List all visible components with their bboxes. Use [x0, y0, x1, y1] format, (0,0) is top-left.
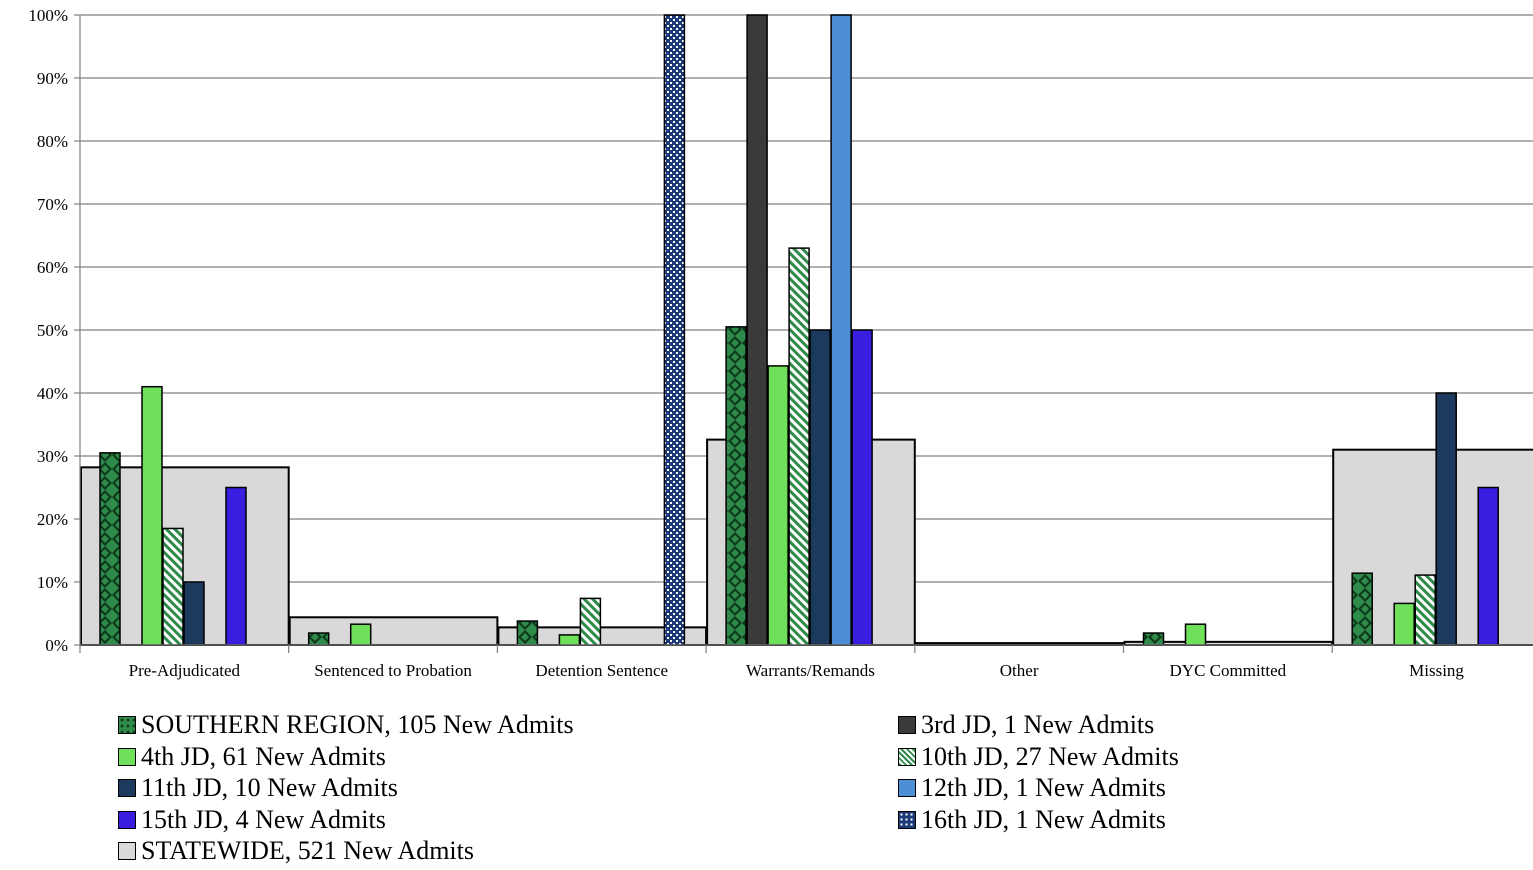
series-bar	[516, 620, 539, 646]
y-tick-label: 30%	[37, 447, 68, 466]
y-tick-labels: 0% 10% 20% 30% 40% 50% 60% 70% 80% 90% 100%	[28, 6, 80, 655]
category-labels: Pre-Adjudicated Sentenced to Probation Det…	[129, 661, 1465, 680]
series-bar	[1435, 392, 1457, 646]
series-bar	[307, 632, 330, 646]
series-bar	[746, 14, 768, 646]
series-bar	[1414, 574, 1436, 646]
category-label: Missing	[1409, 661, 1464, 680]
category-label: Other	[1000, 661, 1039, 680]
category-label: DYC Committed	[1170, 661, 1287, 680]
y-tick-label: 40%	[37, 384, 68, 403]
category-label: Warrants/Remands	[746, 661, 875, 680]
series-bars	[99, 14, 1499, 646]
series-bar	[141, 385, 163, 646]
y-tick-label: 50%	[37, 321, 68, 340]
series-bar	[830, 14, 852, 646]
series-bar	[767, 365, 789, 646]
series-bar	[1477, 486, 1499, 646]
y-tick-label: 60%	[37, 258, 68, 277]
series-bar	[788, 247, 810, 646]
y-tick-label: 10%	[37, 573, 68, 592]
category-label: Detention Sentence	[535, 661, 668, 680]
series-bar	[663, 14, 686, 646]
series-bar	[99, 452, 121, 646]
y-tick-label: 80%	[37, 132, 68, 151]
category-label: Sentenced to Probation	[314, 661, 472, 680]
series-bar	[579, 597, 602, 646]
y-tick-label: 0%	[45, 636, 68, 655]
y-tick-label: 20%	[37, 510, 68, 529]
series-bar	[1393, 602, 1415, 646]
y-tick-label: 90%	[37, 69, 68, 88]
series-bar	[558, 634, 581, 646]
series-bar	[225, 486, 247, 646]
y-tick-label: 100%	[28, 6, 68, 25]
series-bar	[349, 623, 372, 646]
series-bar	[162, 527, 184, 646]
series-bar	[809, 329, 831, 646]
series-bar	[851, 329, 873, 646]
series-bar	[1184, 623, 1207, 646]
series-bar	[183, 581, 205, 646]
series-bar	[1351, 572, 1373, 646]
category-label: Pre-Adjudicated	[129, 661, 241, 680]
y-tick-label: 70%	[37, 195, 68, 214]
series-bar	[1142, 632, 1165, 646]
series-bar	[725, 326, 747, 646]
